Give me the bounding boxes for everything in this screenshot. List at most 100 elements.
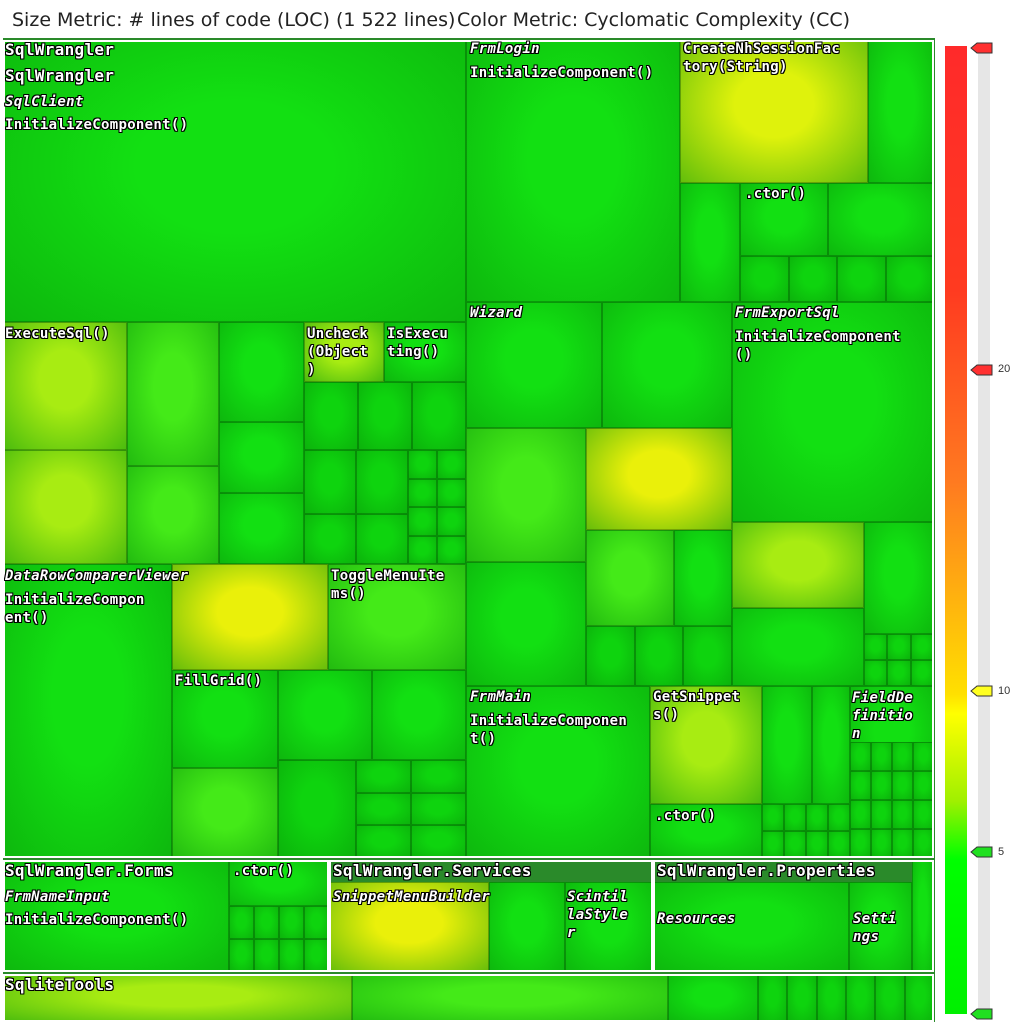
drcv-small-0-1[interactable] — [411, 760, 466, 793]
drcv-small-1-1[interactable] — [411, 792, 466, 826]
frmlogin-initializecomponent[interactable] — [466, 40, 680, 302]
uncheck-cell[interactable] — [304, 322, 384, 382]
legend-marker-20[interactable] — [970, 364, 1000, 376]
sqlclient-small-d-2-1[interactable] — [437, 507, 466, 536]
legend-marker-bottom[interactable] — [970, 1008, 1000, 1020]
resources-cell[interactable] — [653, 882, 849, 972]
login-method-b[interactable] — [680, 183, 740, 302]
getsnippets-cell[interactable] — [650, 686, 762, 804]
fielddef-small-2-0[interactable] — [850, 800, 871, 829]
sqlclient-small-c-0-1[interactable] — [356, 514, 408, 564]
drcv-method-d[interactable] — [172, 768, 278, 858]
sqlclient-small-a-0-1[interactable] — [358, 382, 412, 450]
sqlclient-method-a[interactable] — [127, 322, 219, 466]
frmmain-initializecomponent[interactable] — [466, 686, 650, 858]
wizard-method-g[interactable] — [466, 562, 586, 686]
sqlitetools-method-c[interactable] — [668, 974, 758, 1022]
frmlogin-method-a[interactable] — [868, 40, 934, 183]
legend-slider-track[interactable] — [978, 46, 990, 1014]
sqlclient-small-c-0-0[interactable] — [304, 514, 356, 564]
fielddef-small-2-1[interactable] — [871, 800, 892, 829]
login-small-0-3[interactable] — [885, 256, 934, 302]
frmmain-method-a[interactable] — [762, 686, 812, 804]
drcv-initializecomponent[interactable] — [3, 564, 172, 858]
wizard-method-e[interactable] — [586, 530, 674, 626]
forms-small-1-2[interactable] — [279, 939, 304, 972]
forms-small-0-1[interactable] — [254, 906, 279, 939]
sqlclient-method-d[interactable] — [219, 322, 304, 422]
sqlitetools-small-0-4[interactable] — [875, 974, 905, 1022]
drcv-method-c[interactable] — [372, 670, 466, 760]
executesql-cell[interactable] — [3, 322, 127, 450]
forms-small-1-0[interactable] — [229, 939, 254, 972]
drcv-small-0-0[interactable] — [356, 760, 411, 793]
legend-marker-top[interactable] — [970, 42, 1000, 54]
createnhsessionfactory-cell[interactable] — [680, 40, 868, 183]
fielddef-small-0-2[interactable] — [892, 742, 913, 771]
frmmain-method-b[interactable] — [812, 686, 850, 804]
forms-small-0-2[interactable] — [279, 906, 304, 939]
fielddef-small-1-2[interactable] — [892, 771, 913, 800]
frmexport-small-0-0[interactable] — [864, 634, 888, 660]
drcv-method-b[interactable] — [278, 670, 372, 760]
fielddef-small-1-0[interactable] — [850, 771, 871, 800]
services-method-a[interactable] — [489, 882, 565, 972]
frmmain-small-0-3[interactable] — [828, 804, 850, 831]
drcv-method-a[interactable] — [328, 564, 466, 670]
sqlclient-small-d-0-1[interactable] — [437, 450, 466, 479]
wizard-small-0-2[interactable] — [683, 626, 732, 686]
wizard-small-0-0[interactable] — [586, 626, 635, 686]
frmnameinput-initializecomponent[interactable] — [3, 860, 229, 972]
sqlclient-small-b-0-1[interactable] — [356, 450, 408, 514]
frmmain-small-0-2[interactable] — [806, 804, 828, 831]
wizard-method-b[interactable] — [602, 302, 732, 428]
frmmain-small-0-0[interactable] — [762, 804, 784, 831]
fielddef-small-0-1[interactable] — [871, 742, 892, 771]
fielddef-small-1-1[interactable] — [871, 771, 892, 800]
legend-marker-5[interactable] — [970, 846, 1000, 858]
wizard-small-0-1[interactable] — [634, 626, 684, 686]
sqlclient-small-a-0-2[interactable] — [412, 382, 466, 450]
sqlclient-small-d-2-0[interactable] — [408, 507, 437, 536]
legend-marker-10[interactable] — [970, 685, 1000, 697]
sqlclient-small-a-0-0[interactable] — [304, 382, 358, 450]
settings-cell[interactable] — [849, 882, 912, 972]
sqlclient-method-e[interactable] — [219, 422, 304, 493]
wizard-method-a[interactable] — [466, 302, 602, 428]
isexecuting-cell[interactable] — [384, 322, 466, 382]
frmexport-initializecomponent[interactable] — [732, 302, 934, 522]
sqlclient-small-b-0-0[interactable] — [304, 450, 356, 514]
sqlclient-small-d-3-0[interactable] — [408, 535, 437, 564]
sqlclient-small-d-1-1[interactable] — [437, 478, 466, 507]
sqlclient-small-d-1-0[interactable] — [408, 478, 437, 507]
sqlitetools-method-b[interactable] — [352, 974, 668, 1022]
fillgrid-cell[interactable] — [172, 670, 278, 768]
fielddef-small-0-0[interactable] — [850, 742, 871, 771]
sqlclient-small-d-3-1[interactable] — [437, 535, 466, 564]
frmexport-small-1-1[interactable] — [887, 660, 911, 686]
sqlclient-method-c[interactable] — [127, 466, 219, 564]
sqlclient-method-b[interactable] — [3, 450, 127, 564]
snippetmenubuilder-cell[interactable] — [329, 882, 489, 972]
sqlclient-initializecomponent[interactable] — [3, 40, 466, 322]
wizard-method-d[interactable] — [586, 428, 732, 530]
forms-small-0-0[interactable] — [229, 906, 254, 939]
drcv-small-2-0[interactable] — [356, 825, 411, 858]
togglemenuitems-cell[interactable] — [172, 564, 328, 670]
login-method-c[interactable] — [828, 183, 934, 256]
frmexport-method-c[interactable] — [732, 608, 864, 686]
frmexport-method-a[interactable] — [732, 522, 864, 608]
drcv-small-1-0[interactable] — [356, 792, 411, 826]
sqlclient-method-f[interactable] — [219, 493, 304, 564]
treemap[interactable]: SqlWrangler SqlWrangler SqlClient Initializ… — [3, 38, 935, 1022]
main-ctor-cell[interactable] — [650, 804, 762, 858]
frmexport-small-1-0[interactable] — [864, 660, 888, 686]
frmmain-small-0-1[interactable] — [784, 804, 806, 831]
login-small-0-1[interactable] — [788, 256, 837, 302]
wizard-method-c[interactable] — [466, 428, 586, 562]
sqlclient-small-d-0-0[interactable] — [408, 450, 437, 479]
frmexport-method-b[interactable] — [864, 522, 934, 634]
wizard-method-f[interactable] — [674, 530, 732, 626]
fielddef-small-2-2[interactable] — [892, 800, 913, 829]
login-small-0-0[interactable] — [740, 256, 789, 302]
